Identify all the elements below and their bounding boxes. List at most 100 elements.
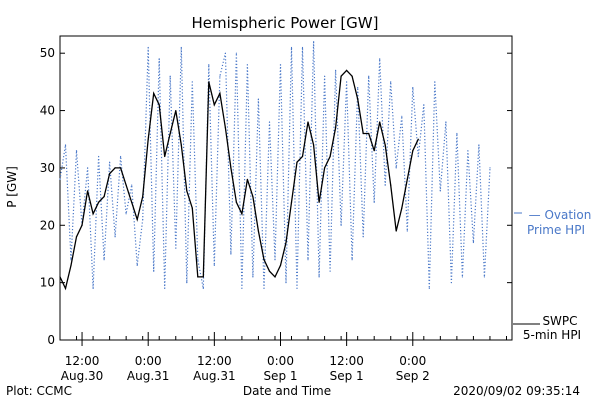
series-0-point <box>235 52 237 54</box>
series-0-point <box>114 236 116 238</box>
series-0-point <box>445 121 447 123</box>
series-0-point <box>412 87 414 89</box>
series-0-point <box>180 46 182 49</box>
series-1-point <box>274 276 276 278</box>
series-0-point <box>478 144 480 146</box>
series-layer <box>59 41 491 291</box>
chart-title: Hemispheric Power [GW] <box>192 14 379 32</box>
series-1-point <box>318 201 320 203</box>
series-1-point <box>268 270 271 272</box>
series-0-point <box>131 184 133 186</box>
series-0-point <box>384 184 386 186</box>
series-0-point <box>379 58 381 60</box>
x-tick-label-time: 0:00 <box>135 354 162 368</box>
series-1-point <box>158 104 160 106</box>
series-1-point <box>362 132 364 135</box>
legend-ovation-line1: — Ovation <box>529 208 592 222</box>
series-1-point <box>257 230 259 232</box>
series-1-point <box>406 178 408 180</box>
series-1-point <box>263 259 265 261</box>
x-tick-label-date: Sep 1 <box>330 369 364 383</box>
x-tick-label-date: Sep 2 <box>396 369 430 383</box>
series-1-point <box>368 132 370 135</box>
plot-credit: Plot: CCMC <box>6 384 72 398</box>
x-tick-label-time: 0:00 <box>399 354 426 368</box>
series-0-point <box>329 270 331 272</box>
series-1-point <box>175 110 177 112</box>
series-0-point <box>241 287 243 289</box>
series-0-point <box>103 259 105 261</box>
series-1-point <box>169 132 171 135</box>
series-0-point <box>109 161 111 163</box>
series-0-point <box>439 190 441 192</box>
series-0-point <box>456 132 458 135</box>
series-1-point <box>147 138 149 140</box>
series-0-point <box>368 75 370 77</box>
series-0-point <box>290 46 293 49</box>
series-1-point <box>87 190 89 192</box>
series-1-point <box>180 144 182 146</box>
series-1-point <box>92 213 94 215</box>
series-1-point <box>98 201 100 203</box>
series-0-point <box>208 64 210 66</box>
y-axis-label: P [GW] <box>5 166 19 208</box>
ovation-prime-series-line <box>59 41 491 289</box>
series-0-point <box>346 81 348 83</box>
x-axis-ticks: 12:00Aug.300:00Aug.3112:00Aug.310:00Sep … <box>59 332 507 383</box>
y-axis-ticks: 0 10 20 30 40 50 <box>40 46 512 347</box>
series-1-point <box>153 92 155 94</box>
series-1-point <box>246 178 248 180</box>
series-0-point <box>461 276 463 278</box>
series-1-point <box>202 276 204 278</box>
series-1-point <box>164 155 166 158</box>
series-0-point <box>307 259 309 261</box>
y-tick-label: 30 <box>40 161 55 175</box>
series-0-point <box>301 46 304 49</box>
plot-frame <box>59 35 513 341</box>
series-0-point <box>423 104 425 106</box>
series-1-point <box>219 92 221 94</box>
series-0-point <box>279 64 282 66</box>
x-tick-label-time: 12:00 <box>65 354 100 368</box>
series-1-point <box>131 201 133 203</box>
series-0-point <box>169 75 171 77</box>
series-0-point <box>351 259 353 261</box>
x-tick-label-date: Aug.31 <box>193 369 236 383</box>
series-1-point <box>313 144 315 146</box>
series-0-point <box>230 253 232 255</box>
series-0-point <box>285 282 287 284</box>
series-0-point <box>70 259 72 261</box>
series-0-point <box>197 259 199 261</box>
series-1-point <box>357 98 359 100</box>
series-0-point <box>434 81 436 83</box>
series-1-point <box>417 138 419 140</box>
series-0-point <box>313 41 315 43</box>
series-1-point <box>395 230 397 232</box>
series-0-point <box>357 87 359 89</box>
series-0-point <box>120 155 122 158</box>
series-1-point <box>296 161 298 163</box>
series-0-point <box>335 69 337 71</box>
series-1-point <box>324 167 326 169</box>
series-1-point <box>208 81 210 83</box>
y-tick-label: 10 <box>40 276 55 290</box>
series-0-point <box>142 218 144 221</box>
series-1-point <box>109 173 111 175</box>
series-1-point <box>346 69 348 71</box>
series-1-point <box>213 104 215 106</box>
series-0-point <box>450 282 452 284</box>
x-axis-label: Date and Time <box>243 384 331 398</box>
series-0-point <box>202 287 204 289</box>
series-1-point <box>279 264 282 266</box>
series-1-point <box>235 201 237 203</box>
series-0-point <box>175 247 177 249</box>
series-0-point <box>75 150 78 152</box>
series-1-point <box>230 167 232 169</box>
series-1-point <box>191 207 193 209</box>
series-0-point <box>406 230 408 232</box>
swpc-series-line <box>59 69 419 291</box>
series-0-point <box>373 201 375 203</box>
series-0-point <box>489 167 491 169</box>
series-0-point <box>98 155 100 158</box>
